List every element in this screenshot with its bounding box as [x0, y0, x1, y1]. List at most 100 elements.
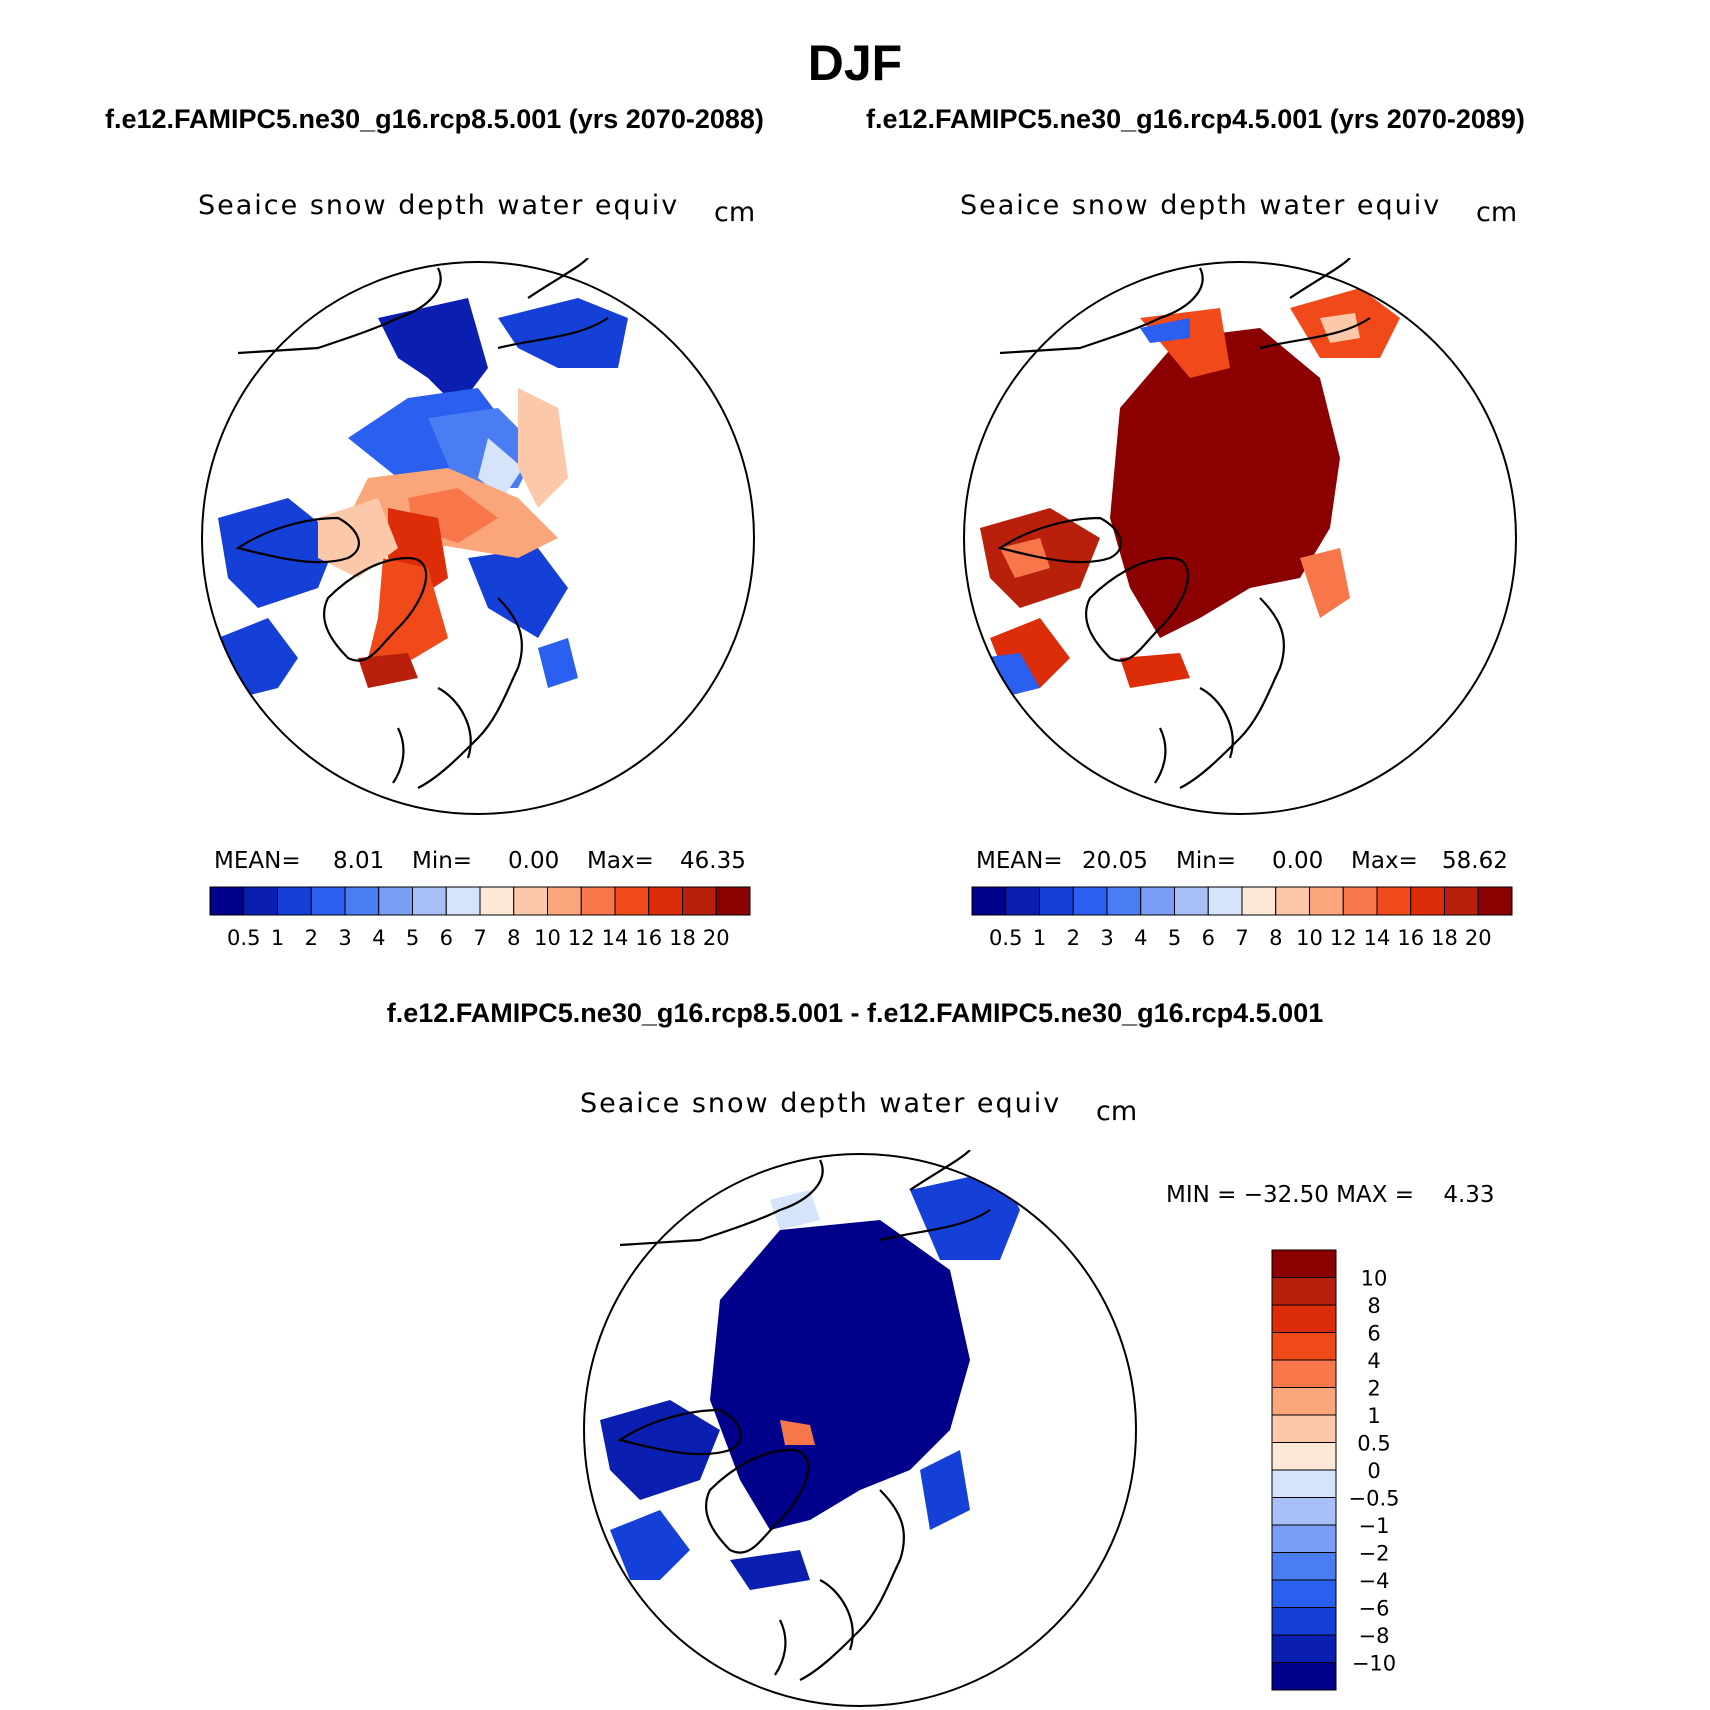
- panel2-colorbar-tick-label: 6: [1202, 926, 1215, 950]
- panel3-colorbar-swatch: [1271, 1332, 1337, 1361]
- panel1-colorbar-tick-label: 6: [440, 926, 453, 950]
- panel1-polar-map: [201, 258, 755, 815]
- panel3-colorbar-swatch: [1271, 1359, 1337, 1388]
- panel3-colorbar-swatch: [1271, 1277, 1337, 1306]
- panel3-units: cm: [1096, 1096, 1138, 1127]
- panel1-colorbar-swatch: [344, 886, 380, 916]
- panel3-colorbar-swatch: [1271, 1579, 1337, 1608]
- panel1-colorbar-tick-label: 8: [507, 926, 520, 950]
- panel3-colorbar-swatch: [1271, 1524, 1337, 1553]
- panel1-colorbar-swatch: [547, 886, 582, 916]
- panel2-colorbar-tick-label: 5: [1168, 926, 1181, 950]
- panel3-colorbar-swatch: [1271, 1387, 1337, 1416]
- panel1-colorbar-swatch: [682, 886, 717, 916]
- panel3-colorbar-swatch: [1271, 1634, 1337, 1663]
- panel2-max-value: 58.62: [1442, 848, 1508, 874]
- panel1-mean-value: 8.01: [333, 848, 385, 874]
- panel1-colorbar-tick-label: 1: [271, 926, 284, 950]
- panel2-colorbar-tick-label: 3: [1100, 926, 1113, 950]
- panel1-colorbar-swatch: [648, 886, 683, 916]
- panel2-units: cm: [1476, 197, 1518, 228]
- figure-title: DJF: [807, 35, 903, 91]
- panel3-colorbar-tick-label: −0.5: [1349, 1487, 1400, 1511]
- difference-title: f.e12.FAMIPC5.ne30_g16.rcp8.5.001 - f.e1…: [386, 998, 1324, 1028]
- panel2-colorbar-tick-label: 7: [1235, 926, 1248, 950]
- panel3-colorbar-swatch: [1271, 1304, 1337, 1333]
- panel3-colorbar-tick-label: −4: [1359, 1569, 1390, 1593]
- panel2-colorbar-swatch: [1275, 886, 1310, 916]
- panel3-colorbar-tick-label: 2: [1367, 1377, 1380, 1401]
- panel3-colorbar-tick-label: 0: [1367, 1459, 1380, 1483]
- panel2-colorbar-swatch: [1039, 886, 1074, 916]
- panel1-colorbar-tick-label: 0.5: [227, 926, 260, 950]
- panel2-colorbar-swatch: [1376, 886, 1412, 916]
- panel1-colorbar-tick-label: 10: [534, 926, 561, 950]
- panel1-colorbar-swatch: [243, 886, 278, 916]
- panel3-colorbar-tick-label: 8: [1367, 1294, 1380, 1318]
- panel1-colorbar: 0.5 1 2 3 4 5 6 7 8 10 12 14 16 18 20: [209, 886, 751, 950]
- panel1-colorbar-tick-label: 7: [473, 926, 486, 950]
- panel2-colorbar-tick-label: 1: [1033, 926, 1046, 950]
- panel2-mean-value: 20.05: [1082, 848, 1148, 874]
- panel2-colorbar-swatch: [971, 886, 1007, 916]
- panel3-colorbar-swatch: [1271, 1497, 1337, 1526]
- panel2-colorbar-swatch: [1342, 886, 1378, 916]
- panel2-colorbar-swatch: [1444, 886, 1479, 916]
- panel2-colorbar: 0.5 1 2 3 4 5 6 7 8 10 12 14 16 18 20: [971, 886, 1513, 950]
- panel1-mean-label: MEAN=: [214, 848, 301, 874]
- panel2-colorbar-tick-label: 4: [1134, 926, 1147, 950]
- panel3-colorbar: 10 8 6 4 2 1 0.5 0 −0.5 −1 −2 −4 −6 −8 −10: [1271, 1249, 1400, 1691]
- panel1-colorbar-tick-label: 20: [703, 926, 730, 950]
- panel3-colorbar-tick-label: 6: [1367, 1322, 1380, 1346]
- panel3-colorbar-swatch: [1271, 1662, 1337, 1691]
- panel1-colorbar-swatch: [445, 886, 481, 916]
- panel2-colorbar-swatch: [1106, 886, 1142, 916]
- panel1-colorbar-swatch: [310, 886, 346, 916]
- panel1-colorbar-swatch: [715, 886, 751, 916]
- panel3-colorbar-tick-label: −1: [1359, 1514, 1390, 1538]
- panel3-colorbar-tick-label: 0.5: [1357, 1432, 1390, 1456]
- panel3-colorbar-swatch: [1271, 1607, 1337, 1636]
- panel2-polar-map: [963, 258, 1517, 815]
- panel1-min-value: 0.00: [508, 848, 560, 874]
- panel2-colorbar-swatch: [1005, 886, 1040, 916]
- panel2-colorbar-swatch: [1174, 886, 1209, 916]
- panel2-mean-label: MEAN=: [976, 848, 1063, 874]
- panel2-colorbar-swatch: [1477, 886, 1513, 916]
- panel1-colorbar-swatch: [580, 886, 616, 916]
- panel2-colorbar-swatch: [1241, 886, 1277, 916]
- panel2-colorbar-tick-label: 10: [1296, 926, 1323, 950]
- subtitle-left: f.e12.FAMIPC5.ne30_g16.rcp8.5.001 (yrs 2…: [105, 104, 764, 134]
- panel1-units: cm: [714, 197, 756, 228]
- subtitle-right: f.e12.FAMIPC5.ne30_g16.rcp4.5.001 (yrs 2…: [866, 104, 1525, 134]
- panel2-colorbar-tick-label: 16: [1397, 926, 1424, 950]
- panel2-colorbar-tick-label: 18: [1431, 926, 1458, 950]
- panel1-colorbar-tick-label: 3: [338, 926, 351, 950]
- panel1-colorbar-swatch: [614, 886, 650, 916]
- panel1-colorbar-swatch: [479, 886, 515, 916]
- panel1-max-label: Max=: [587, 848, 654, 874]
- panel3-colorbar-tick-label: −10: [1352, 1652, 1396, 1676]
- panel1-colorbar-tick-label: 14: [602, 926, 629, 950]
- panel1-colorbar-tick-label: 18: [669, 926, 696, 950]
- panel2-colorbar-swatch: [1140, 886, 1175, 916]
- panel1-max-value: 46.35: [680, 848, 746, 874]
- panel2-colorbar-tick-label: 14: [1364, 926, 1391, 950]
- panel3-colorbar-tick-label: 4: [1367, 1349, 1380, 1373]
- panel2-min-value: 0.00: [1272, 848, 1324, 874]
- panel3-colorbar-tick-label: −6: [1359, 1597, 1390, 1621]
- panel3-colorbar-tick-label: 1: [1367, 1404, 1380, 1428]
- panel2-colorbar-tick-label: 12: [1330, 926, 1357, 950]
- panel1-colorbar-swatch: [513, 886, 548, 916]
- panel1-colorbar-swatch: [378, 886, 413, 916]
- panel3-colorbar-tick-label: −2: [1359, 1542, 1390, 1566]
- panel2-min-label: Min=: [1176, 848, 1237, 874]
- panel3-colorbar-swatch: [1271, 1552, 1337, 1581]
- panel1-colorbar-tick-label: 12: [568, 926, 595, 950]
- panel3-variable-title: Seaice snow depth water equiv: [580, 1088, 1062, 1119]
- panel1-colorbar-tick-label: 16: [635, 926, 662, 950]
- panel1-colorbar-swatch: [209, 886, 245, 916]
- panel3-colorbar-swatch: [1271, 1469, 1337, 1498]
- panel1-variable-title: Seaice snow depth water equiv: [198, 190, 680, 221]
- panel1-min-label: Min=: [412, 848, 473, 874]
